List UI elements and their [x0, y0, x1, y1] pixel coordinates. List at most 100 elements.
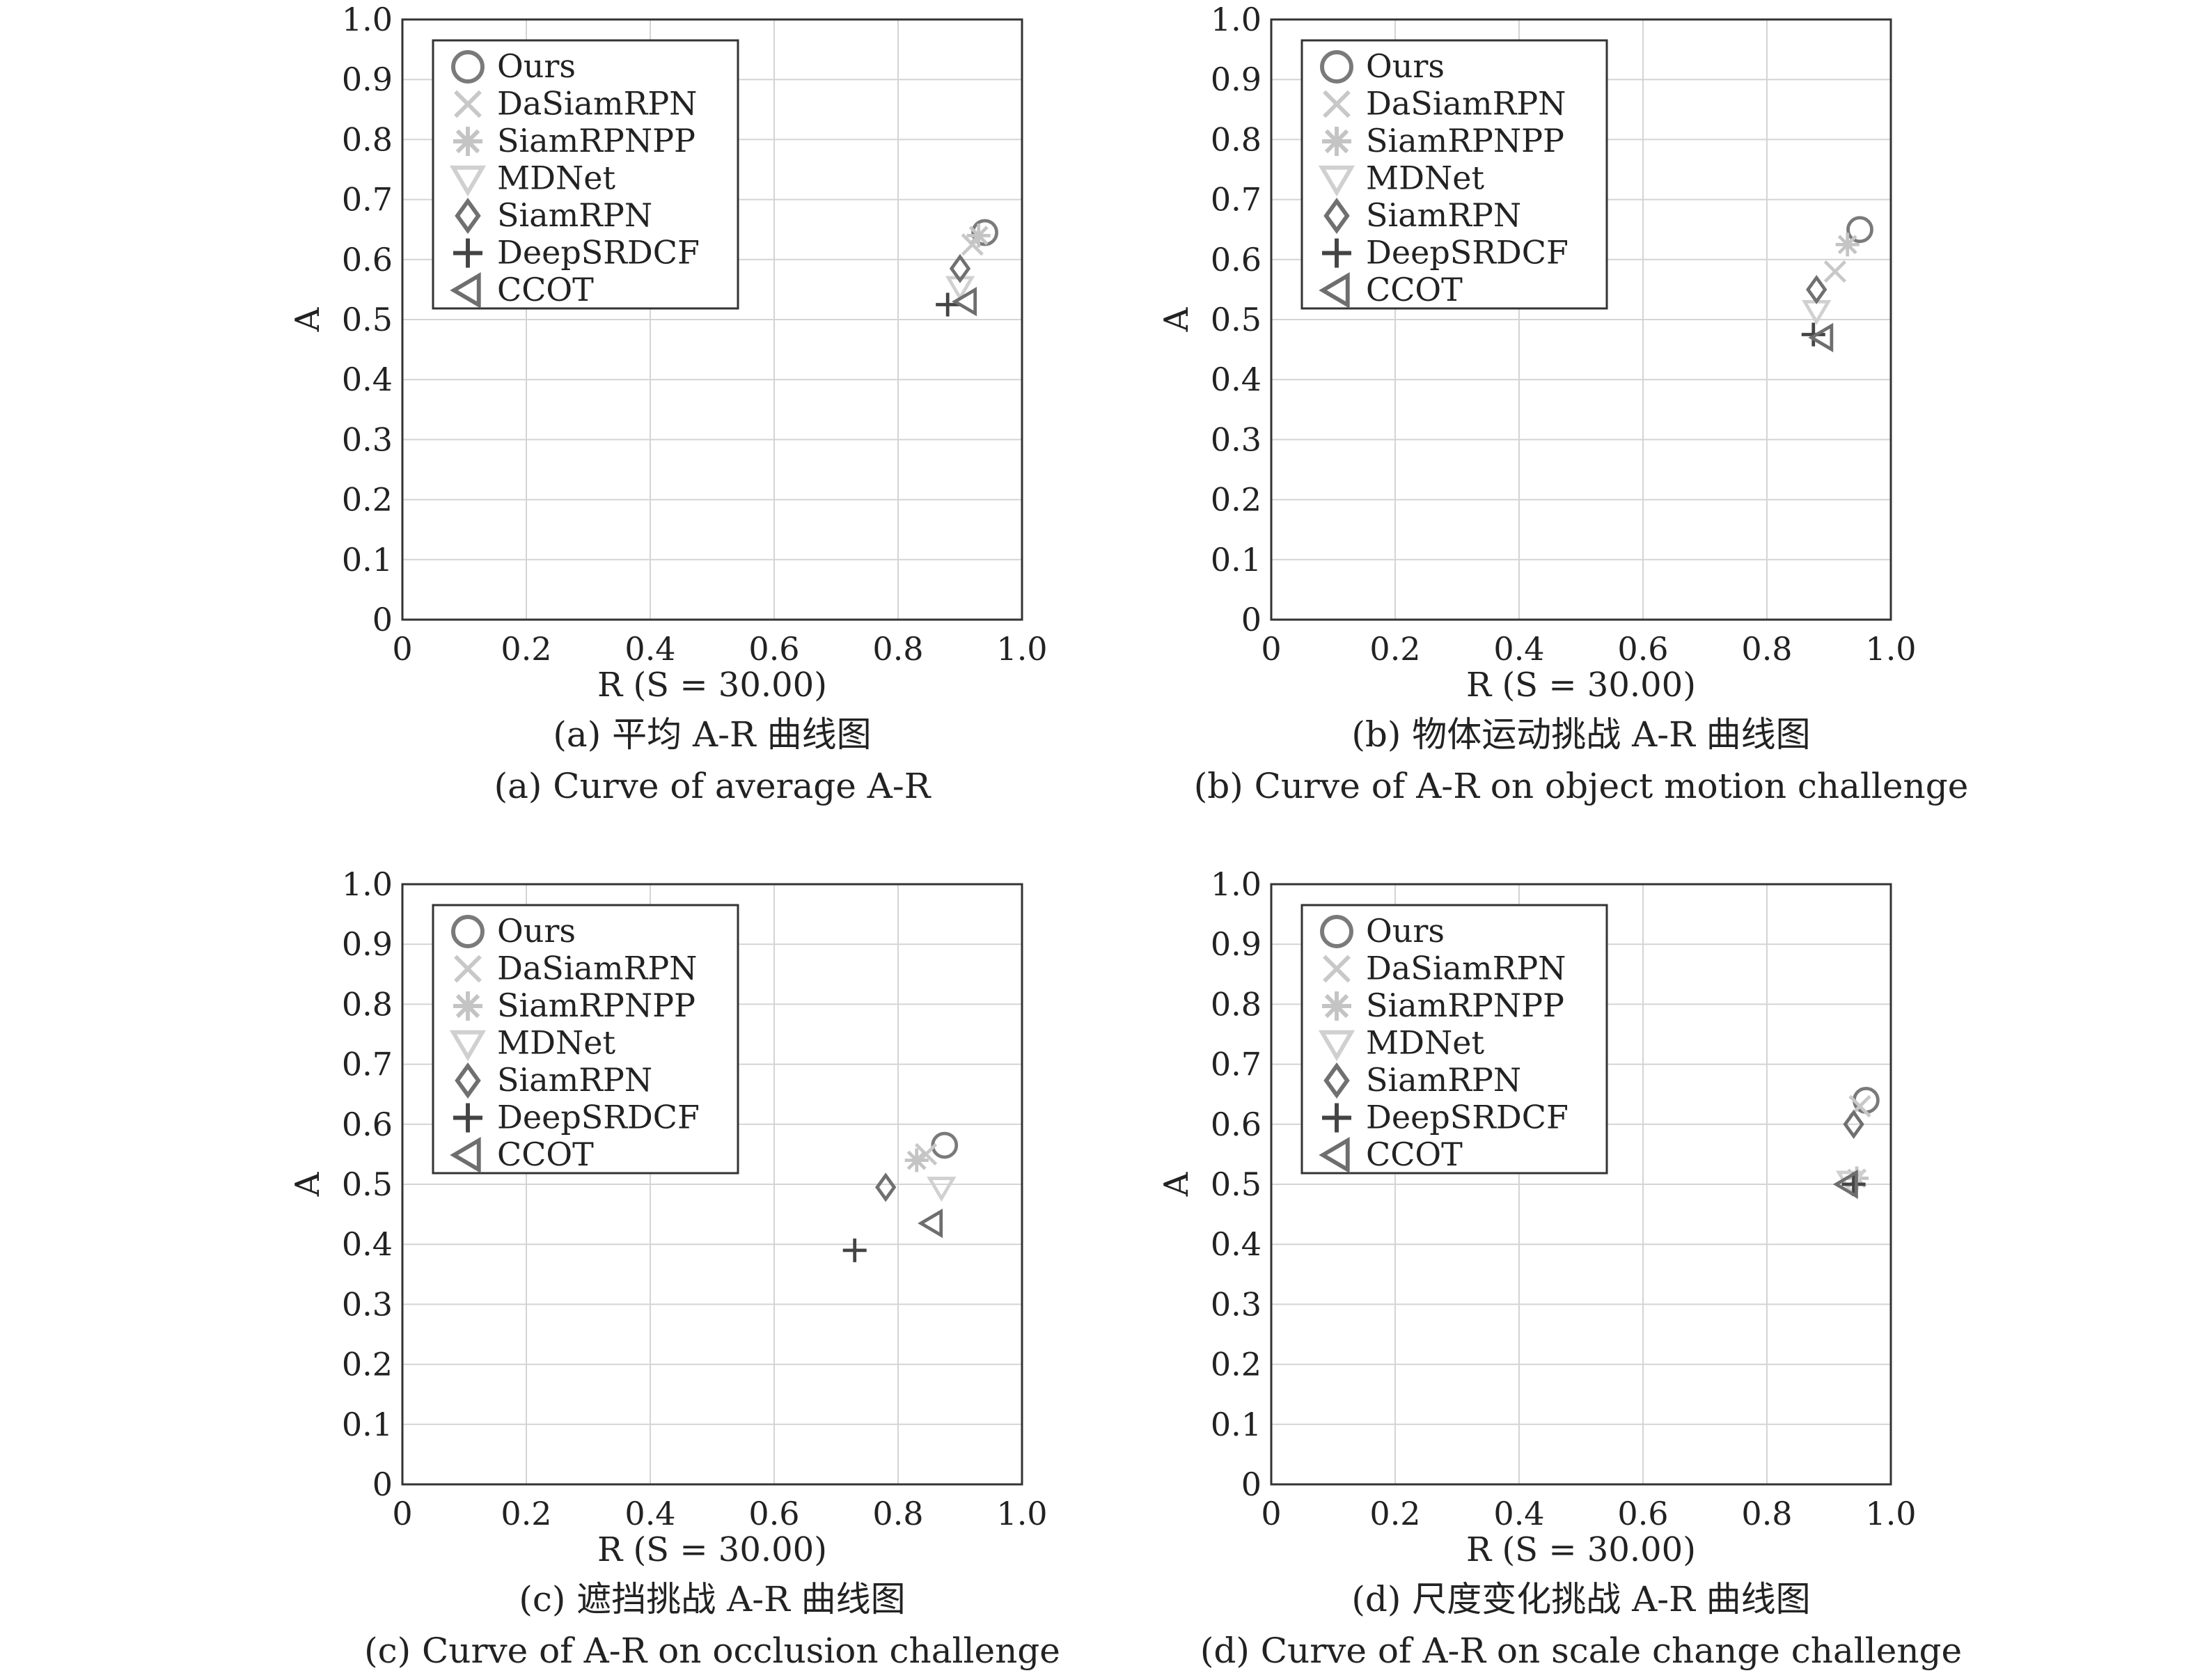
x-axis-label: R (S = 30.00)	[597, 666, 827, 705]
legend-label: DeepSRDCF	[497, 234, 700, 272]
point-ours	[971, 219, 998, 246]
legend-marker-mdnet	[449, 165, 487, 197]
x-tick-label: 0.4	[1493, 630, 1544, 668]
legend-marker-siamrpn	[1323, 197, 1350, 235]
x-axis-label: R (S = 30.00)	[1466, 1530, 1696, 1569]
x-tick-label: 1.0	[1865, 1495, 1916, 1532]
y-tick-label: 0.6	[342, 241, 393, 278]
legend-marker-ccot	[450, 1136, 481, 1174]
y-tick-label: 0.8	[1211, 120, 1261, 158]
legend-label: MDNet	[1366, 1024, 1484, 1062]
legend-label: MDNet	[497, 1024, 615, 1062]
legend-marker-deepsrdcf	[1322, 1103, 1351, 1133]
chart-b: 0 0.2 0.4 0.6 0.8 1.0 0 0.1 0.2 0.3 0.4 0.5 0.6 0.7 0.…	[1157, 1, 1968, 806]
point-ours	[1846, 216, 1873, 244]
x-tick-label: 0.2	[1369, 630, 1420, 668]
legend-marker-ccot	[450, 272, 481, 309]
x-tick-label: 0.8	[872, 1495, 923, 1532]
y-tick-label: 0	[372, 1466, 393, 1503]
x-tick-label: 0.4	[624, 1495, 675, 1532]
y-axis-label: A	[1157, 306, 1196, 332]
plot-frame	[401, 883, 1023, 1486]
plot-frame	[401, 18, 1023, 621]
y-tick-label: 0.5	[1211, 1165, 1261, 1203]
y-tick-label: 0.5	[342, 1165, 393, 1203]
legend-marker-dasiamrpn	[454, 955, 482, 983]
legend-marker-ours	[451, 915, 485, 948]
x-tick-label: 1.0	[1865, 630, 1916, 668]
legend-label: DeepSRDCF	[1366, 234, 1569, 272]
y-tick-label: 0.2	[1211, 1346, 1261, 1383]
y-tick-label: 0.1	[342, 1406, 393, 1443]
y-tick-label: 0.4	[342, 361, 393, 398]
legend-marker-ours	[451, 50, 485, 84]
legend-marker-deepsrdcf	[453, 238, 482, 268]
legend-label: CCOT	[497, 271, 594, 308]
legend-label: MDNet	[497, 159, 615, 197]
caption-en: (c) Curve of A-R on occlusion challenge	[364, 1631, 1060, 1671]
legend-label: DeepSRDCF	[1366, 1099, 1569, 1136]
legend-marker-dasiamrpn	[454, 90, 482, 118]
x-tick-label: 0.8	[1741, 1495, 1792, 1532]
point-siamrpn	[949, 253, 971, 283]
y-tick-label: 0.2	[342, 1346, 393, 1383]
legend-label: DaSiamRPN	[497, 950, 697, 987]
x-tick-label: 0.6	[748, 1495, 799, 1532]
legend-label: SiamRPNPP	[497, 122, 695, 159]
legend-label: CCOT	[1366, 271, 1463, 308]
x-axis-label: R (S = 30.00)	[1466, 666, 1696, 705]
legend-label: SiamRPNPP	[497, 987, 695, 1024]
y-tick-label: 0	[372, 601, 393, 638]
point-dasiamrpn	[1823, 260, 1847, 283]
caption-en: (d) Curve of A-R on scale change challen…	[1200, 1631, 1962, 1671]
x-tick-label: 0.4	[1493, 1495, 1544, 1532]
legend: OursDaSiamRPNSiamRPNPPMDNetSiamRPNDeepSR…	[432, 39, 739, 310]
point-siamrpnpp	[966, 223, 991, 248]
y-tick-label: 0.3	[1211, 1285, 1261, 1323]
point-ccot	[1808, 322, 1834, 353]
y-tick-label: 0.5	[1211, 301, 1261, 338]
legend: OursDaSiamRPNSiamRPNPPMDNetSiamRPNDeepSR…	[1300, 904, 1608, 1175]
y-tick-label: 0.7	[342, 1046, 393, 1083]
y-axis-label: A	[288, 306, 327, 332]
point-deepsrdcf	[1841, 1172, 1866, 1196]
point-ccot	[1832, 1169, 1858, 1200]
legend-label: SiamRPN	[497, 196, 652, 234]
legend-marker-siamrpnpp	[453, 991, 482, 1021]
legend: OursDaSiamRPNSiamRPNPPMDNetSiamRPNDeepSR…	[432, 904, 739, 1175]
x-tick-label: 0.6	[1617, 1495, 1668, 1532]
x-tick-label: 0	[392, 630, 412, 668]
legend-marker-dasiamrpn	[1323, 90, 1351, 118]
legend-marker-ours	[1320, 915, 1353, 948]
x-tick-label: 0.4	[624, 630, 675, 668]
legend-label: Ours	[497, 912, 576, 950]
x-tick-label: 0.8	[872, 630, 923, 668]
chart-c: 0 0.2 0.4 0.6 0.8 1.0 0 0.1 0.2 0.3 0.4 0.5 0.6 0.7 0.…	[288, 865, 1060, 1671]
y-tick-label: 0.8	[342, 985, 393, 1023]
legend-label: SiamRPNPP	[1366, 122, 1564, 159]
legend-box	[1300, 39, 1608, 310]
legend-label: SiamRPN	[497, 1061, 652, 1099]
legend-marker-ccot	[1319, 272, 1350, 309]
y-tick-label: 0.8	[1211, 985, 1261, 1023]
legend-label: MDNet	[1366, 159, 1484, 197]
caption-cn: (a) 平均 A-R 曲线图	[553, 714, 871, 755]
y-tick-label: 0.3	[1211, 421, 1261, 458]
y-tick-label: 0.9	[342, 61, 393, 98]
x-tick-label: 0.6	[1617, 630, 1668, 668]
x-tick-label: 0.2	[1369, 1495, 1420, 1532]
caption-en: (a) Curve of average A-R	[494, 766, 932, 806]
y-tick-label: 0.6	[1211, 1106, 1261, 1143]
y-tick-label: 0.1	[1211, 541, 1261, 579]
plot-frame	[1270, 18, 1892, 621]
legend-label: SiamRPN	[1366, 1061, 1521, 1099]
legend-marker-ccot	[1319, 1136, 1350, 1174]
y-tick-label: 0.9	[342, 925, 393, 963]
legend-label: Ours	[1366, 912, 1445, 950]
legend-label: DaSiamRPN	[1366, 950, 1566, 987]
legend-label: DeepSRDCF	[497, 1099, 700, 1136]
y-tick-label: 0.1	[1211, 1406, 1261, 1443]
caption-cn: (d) 尺度变化挑战 A-R 曲线图	[1351, 1579, 1810, 1619]
point-siamrpnpp	[1835, 233, 1860, 257]
legend-marker-ours	[1320, 50, 1353, 84]
